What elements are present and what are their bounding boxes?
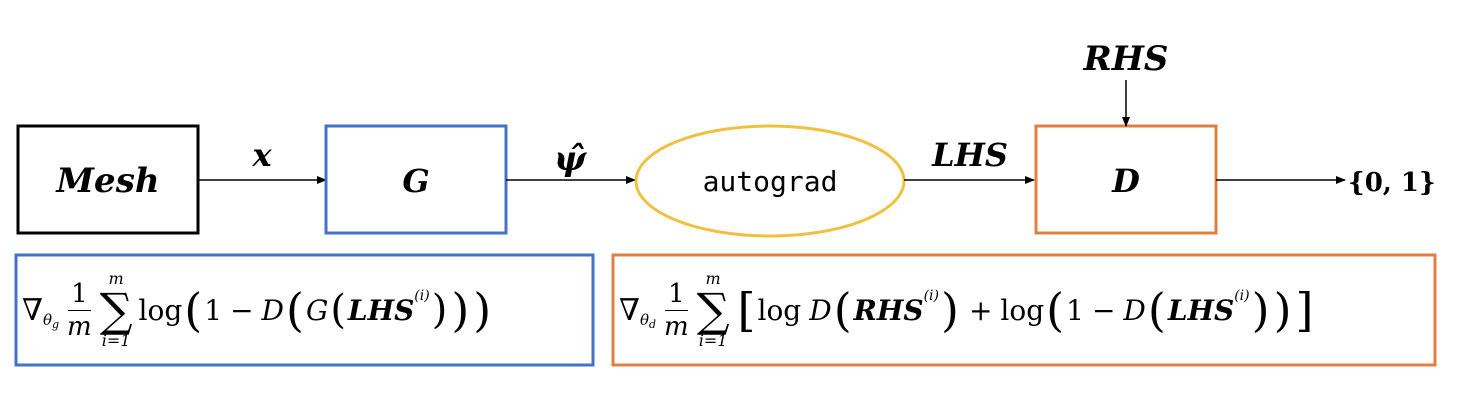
sigma-symbol: ∑ — [99, 283, 133, 337]
edge-label-lhs: LHS — [931, 136, 1008, 174]
generator-label: G — [402, 162, 429, 200]
fraction: 1 m — [664, 281, 689, 340]
g-function: G — [305, 293, 329, 327]
fraction-denominator: m — [664, 311, 689, 342]
paren-close: ) — [1251, 283, 1270, 337]
discriminator-loss-formula: ∇ θ d 1 m m ∑ i=1 [ log D ( RHS (i) ) + … — [619, 258, 1430, 362]
paren-close: ) — [451, 283, 470, 337]
sum-upper-limit: m — [108, 269, 124, 288]
autograd-node — [634, 124, 906, 238]
generator-loss-formula: ∇ θ g 1 m m ∑ i=1 log ( 1 − D ( G ( LHS … — [22, 258, 588, 362]
d-function: D — [809, 293, 832, 327]
nabla-symbol: ∇ — [22, 292, 43, 328]
paren-close: ) — [431, 287, 448, 333]
discriminator-loss-box — [611, 253, 1437, 367]
nabla-symbol: ∇ — [619, 292, 640, 328]
sum-upper-limit: m — [705, 269, 721, 288]
discriminator-label: D — [1111, 162, 1140, 200]
lhs-symbol: LHS — [1167, 293, 1235, 327]
bracket-close: ] — [1295, 283, 1314, 337]
minus-sign: − — [230, 293, 254, 327]
paren-close: ) — [473, 283, 492, 337]
minus-sign: − — [1091, 293, 1116, 327]
fraction-denominator: m — [67, 311, 92, 342]
summation: m ∑ i=1 — [697, 271, 730, 349]
summation: m ∑ i=1 — [100, 271, 133, 349]
paren-open: ( — [1147, 283, 1166, 337]
fraction: 1 m — [67, 281, 92, 340]
bracket-open: [ — [737, 283, 756, 337]
log-text: log — [757, 293, 802, 327]
edge-label-rhs: RHS — [1083, 39, 1169, 79]
rhs-symbol: RHS — [853, 293, 924, 327]
log-text: log — [138, 293, 183, 327]
sigma-symbol: ∑ — [696, 283, 730, 337]
output-label: {0, 1} — [1348, 168, 1436, 198]
mesh-label: Mesh — [55, 161, 159, 201]
d-function: D — [1123, 293, 1146, 327]
paren-close: ) — [1273, 283, 1292, 337]
fraction-numerator: 1 — [68, 281, 91, 311]
superscript-i: (i) — [414, 288, 430, 304]
generator-loss-box — [14, 253, 595, 367]
theta-symbol: θ — [42, 311, 52, 329]
plus-sign: + — [968, 293, 993, 327]
log-text: log — [1000, 293, 1045, 327]
one-text: 1 — [1066, 293, 1084, 327]
one-text: 1 — [204, 293, 223, 327]
edge-label-x: x — [251, 136, 272, 174]
lhs-symbol: LHS — [347, 293, 415, 327]
superscript-i: (i) — [1234, 288, 1250, 304]
theta-symbol: θ — [639, 311, 649, 329]
sum-lower-limit: i=1 — [698, 331, 728, 350]
d-function: D — [261, 293, 284, 327]
paren-open: ( — [285, 283, 304, 337]
autograd-label: autograd — [703, 165, 838, 198]
theta-subscript: d — [648, 317, 657, 331]
paren-open: ( — [833, 283, 852, 337]
sum-lower-limit: i=1 — [101, 331, 131, 350]
theta-subscript: g — [51, 317, 60, 331]
paren-open: ( — [330, 287, 346, 333]
edge-label-psi-hat: ψ̂ — [554, 139, 587, 179]
paren-close: ) — [941, 283, 959, 337]
superscript-i: (i) — [923, 288, 939, 304]
paren-open: ( — [1046, 283, 1065, 337]
paren-open: ( — [184, 283, 203, 337]
fraction-numerator: 1 — [665, 281, 688, 311]
